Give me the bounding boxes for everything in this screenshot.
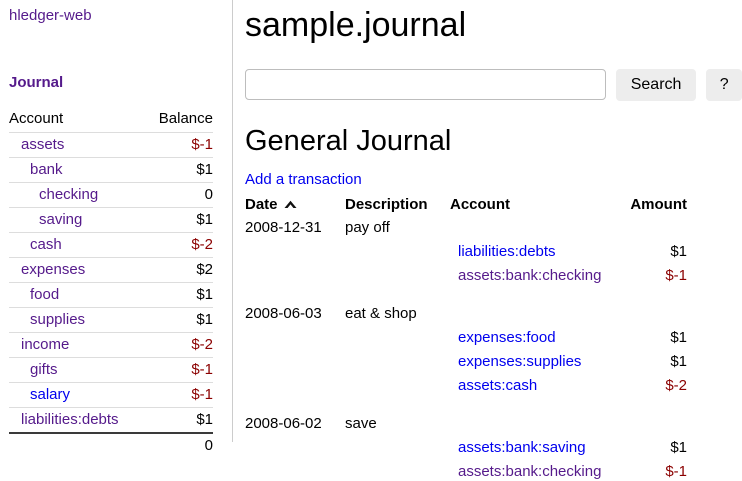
- account-row: cash $-2: [9, 232, 213, 258]
- account-row: income $-2: [9, 332, 213, 358]
- posting-row: expenses:food $1: [245, 326, 687, 350]
- register-table: Date Description Account Amount 2008-12-…: [245, 194, 687, 481]
- page-title: sample.journal: [245, 6, 467, 44]
- account-row: salary $-1: [9, 382, 213, 408]
- transaction-description: eat & shop: [345, 305, 417, 323]
- account-row: expenses $2: [9, 257, 213, 283]
- sidebar-account-balance: $-1: [145, 132, 213, 158]
- sidebar-account-link[interactable]: bank: [30, 161, 63, 178]
- posting-amount: $-1: [665, 267, 687, 285]
- sidebar-account-balance: $1: [145, 282, 213, 308]
- add-transaction-link[interactable]: Add a transaction: [245, 171, 362, 189]
- transaction-row: 2008-06-02 save: [245, 412, 687, 436]
- register-col-account: Account: [450, 196, 510, 214]
- transaction-date: 2008-12-31: [245, 219, 322, 237]
- transaction-spacer: [245, 288, 687, 302]
- accounts-col-account: Account: [9, 110, 64, 127]
- accounts-col-balance: Balance: [158, 110, 213, 127]
- sidebar-account-balance: $1: [145, 307, 213, 333]
- posting-account-link[interactable]: liabilities:debts: [458, 243, 556, 261]
- register-col-date-label: Date: [245, 196, 278, 214]
- account-row: assets $-1: [9, 132, 213, 158]
- posting-row: expenses:supplies $1: [245, 350, 687, 374]
- posting-amount: $1: [670, 329, 687, 347]
- sidebar-account-link[interactable]: expenses: [21, 261, 86, 278]
- sidebar-account-balance: $1: [145, 207, 213, 233]
- main-content: sample.journal Search ? General Journal …: [233, 0, 742, 481]
- posting-account-link[interactable]: assets:cash: [458, 377, 538, 395]
- posting-row: assets:bank:checking $-1: [245, 264, 687, 288]
- posting-row: assets:bank:saving $1: [245, 436, 687, 460]
- register-col-amount: Amount: [630, 196, 687, 214]
- posting-account-link[interactable]: expenses:food: [458, 329, 556, 347]
- sidebar: hledger-web Journal Account Balance asse…: [0, 0, 233, 458]
- transaction-row: 2008-12-31 pay off: [245, 216, 687, 240]
- account-row: liabilities:debts $1: [9, 407, 213, 433]
- posting-amount: $1: [670, 439, 687, 457]
- transaction-spacer: [245, 398, 687, 412]
- posting-account-link[interactable]: assets:bank:saving: [458, 439, 586, 457]
- transaction-description: pay off: [345, 219, 390, 237]
- sidebar-accounts-body: assets $-1 bank $1 checking 0 saving $1 …: [9, 132, 213, 433]
- posting-account-link[interactable]: assets:bank:checking: [458, 267, 602, 285]
- sidebar-account-link[interactable]: saving: [39, 211, 83, 228]
- journal-heading: General Journal: [245, 124, 452, 157]
- search-form: Search ?: [245, 68, 742, 101]
- register-col-description: Description: [345, 196, 428, 214]
- posting-amount: $-2: [665, 377, 687, 395]
- account-row: checking 0: [9, 182, 213, 208]
- sidebar-account-balance: $2: [145, 257, 213, 283]
- search-button[interactable]: Search: [615, 68, 697, 101]
- sidebar-account-balance: $-2: [145, 232, 213, 258]
- posting-account-link[interactable]: assets:bank:checking: [458, 463, 602, 481]
- sidebar-account-link[interactable]: gifts: [30, 361, 58, 378]
- posting-amount: $1: [670, 353, 687, 371]
- sort-ascending-caret-icon: [284, 201, 297, 209]
- search-input[interactable]: [245, 69, 606, 100]
- transaction-date: 2008-06-02: [245, 415, 322, 433]
- account-row: saving $1: [9, 207, 213, 233]
- sidebar-account-link[interactable]: assets: [21, 136, 65, 153]
- sidebar-account-link[interactable]: checking: [39, 186, 99, 203]
- sidebar-account-balance: $-1: [145, 357, 213, 383]
- sidebar-account-link[interactable]: cash: [30, 236, 62, 253]
- sidebar-item-journal[interactable]: Journal: [9, 74, 64, 91]
- sidebar-account-balance: $-1: [145, 382, 213, 408]
- account-row: supplies $1: [9, 307, 213, 333]
- register-body: 2008-12-31 pay off liabilities:debts $1 …: [245, 216, 687, 481]
- posting-row: assets:bank:checking $-1: [245, 460, 687, 481]
- posting-amount: $-1: [665, 463, 687, 481]
- posting-row: assets:cash $-2: [245, 374, 687, 398]
- account-row: gifts $-1: [9, 357, 213, 383]
- accounts-total-value: 0: [145, 432, 213, 458]
- sidebar-account-balance: $-2: [145, 332, 213, 358]
- posting-row: liabilities:debts $1: [245, 240, 687, 264]
- sidebar-account-link[interactable]: supplies: [30, 311, 86, 328]
- sidebar-account-link[interactable]: salary: [30, 386, 71, 403]
- accounts-header-row: Account Balance: [9, 110, 213, 133]
- sidebar-account-link[interactable]: food: [30, 286, 60, 303]
- accounts-total-row: 0: [9, 432, 213, 458]
- sidebar-account-balance: 0: [145, 182, 213, 208]
- transaction-date: 2008-06-03: [245, 305, 322, 323]
- brand-link[interactable]: hledger-web: [9, 7, 92, 24]
- register-col-date[interactable]: Date: [245, 194, 345, 216]
- accounts-table: Account Balance assets $-1 bank $1 check…: [9, 110, 213, 458]
- account-row: food $1: [9, 282, 213, 308]
- accounts-total-spacer: [9, 432, 146, 458]
- transaction-description: save: [345, 415, 377, 433]
- register-header-row: Date Description Account Amount: [245, 194, 687, 216]
- sidebar-account-balance: $1: [145, 407, 213, 433]
- sidebar-account-link[interactable]: liabilities:debts: [21, 411, 119, 428]
- posting-amount: $1: [670, 243, 687, 261]
- transaction-row: 2008-06-03 eat & shop: [245, 302, 687, 326]
- search-help-button[interactable]: ?: [706, 68, 742, 101]
- sidebar-account-balance: $1: [145, 157, 213, 183]
- posting-account-link[interactable]: expenses:supplies: [458, 353, 582, 371]
- account-row: bank $1: [9, 157, 213, 183]
- sidebar-account-link[interactable]: income: [21, 336, 70, 353]
